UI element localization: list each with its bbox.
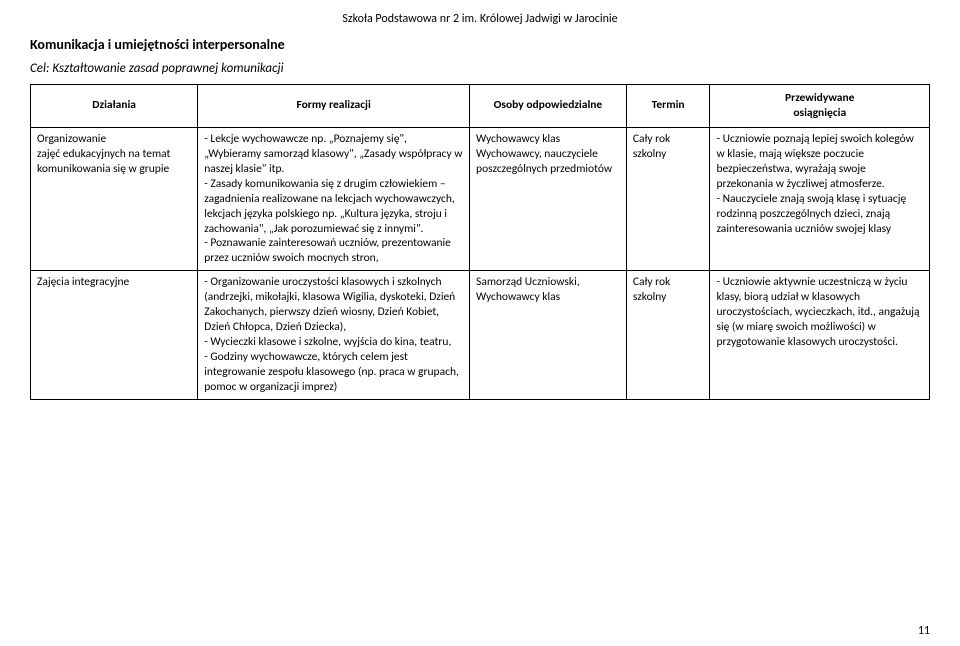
cell-formy: - Lekcje wychowawcze np. „Poznajemy się"… (198, 127, 470, 270)
cell-przewidywane: - Uczniowie aktywnie uczestniczą w życiu… (710, 271, 930, 400)
cell-dzialania: Organizowanie zajęć edukacyjnych na tema… (31, 127, 198, 270)
section-title: Komunikacja i umiejętności interpersonal… (30, 36, 930, 53)
cell-formy: - Organizowanie uroczystości klasowych i… (198, 271, 470, 400)
table-row: Zajęcia integracyjne - Organizowanie uro… (31, 271, 930, 400)
section-goal: Cel: Kształtowanie zasad poprawnej komun… (30, 61, 930, 76)
cell-dzialania: Zajęcia integracyjne (31, 271, 198, 400)
col-header-osoby: Osoby odpowiedzialne (470, 85, 627, 128)
plan-table: Działania Formy realizacji Osoby odpowie… (30, 84, 930, 400)
page-number: 11 (918, 624, 930, 638)
table-header-row: Działania Formy realizacji Osoby odpowie… (31, 85, 930, 128)
cell-termin: Cały rok szkolny (626, 271, 710, 400)
table-row: Organizowanie zajęć edukacyjnych na tema… (31, 127, 930, 270)
cell-przewidywane: - Uczniowie poznają lepiej swoich kolegó… (710, 127, 930, 270)
cell-osoby: Samorząd Uczniowski, Wychowawcy klas (470, 271, 627, 400)
col-header-dzialania: Działania (31, 85, 198, 128)
col-header-przewidywane: Przewidywane osiągnięcia (710, 85, 930, 128)
cell-osoby: Wychowawcy klas Wychowawcy, nauczyciele … (470, 127, 627, 270)
col-header-termin: Termin (626, 85, 710, 128)
doc-header: Szkoła Podstawowa nr 2 im. Królowej Jadw… (30, 12, 930, 26)
col-header-formy: Formy realizacji (198, 85, 470, 128)
cell-termin: Cały rok szkolny (626, 127, 710, 270)
